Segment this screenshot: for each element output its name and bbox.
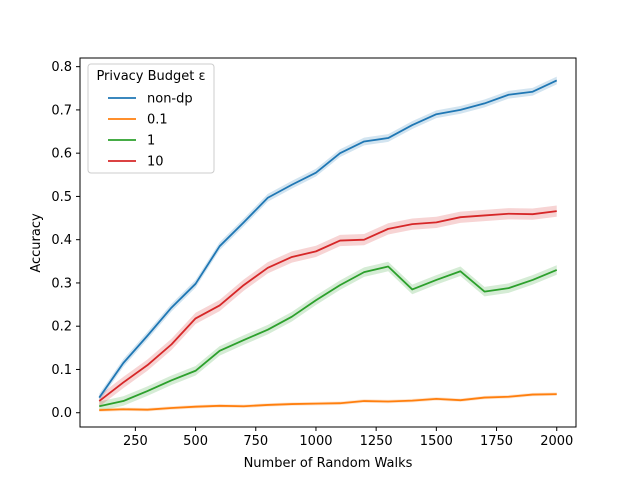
x-tick-label: 1250 bbox=[360, 434, 393, 449]
y-tick-label: 0.3 bbox=[51, 276, 72, 291]
x-tick-label: 1500 bbox=[420, 434, 453, 449]
x-tick-label: 2000 bbox=[540, 434, 573, 449]
plot-frame bbox=[79, 57, 577, 428]
x-tick-label: 500 bbox=[183, 434, 208, 449]
series-line-1 bbox=[99, 265, 558, 408]
x-axis: 250 500 750 1000 1250 1500 1750 2000 bbox=[123, 427, 573, 449]
y-tick-label: 0.8 bbox=[51, 60, 72, 75]
y-tick-label: 0.6 bbox=[51, 147, 72, 162]
x-tick-label: 250 bbox=[123, 434, 148, 449]
y-axis-label: Accuracy bbox=[29, 213, 44, 273]
legend-label-0.1: 0.1 bbox=[147, 113, 168, 128]
y-tick-label: 0.5 bbox=[51, 190, 72, 205]
band-0.1 bbox=[99, 392, 557, 412]
series-line-non-dp bbox=[98, 79, 558, 399]
series-line-0.1 bbox=[99, 393, 557, 412]
legend-box bbox=[87, 63, 215, 174]
series-lines bbox=[98, 79, 558, 412]
y-tick-label: 0.1 bbox=[51, 363, 72, 378]
x-tick-label: 750 bbox=[243, 434, 268, 449]
legend-label-non-dp: non-dp bbox=[147, 92, 193, 107]
legend-label-1: 1 bbox=[147, 134, 155, 149]
y-axis: 0.0 0.1 0.2 0.3 0.4 0.5 0.6 0.7 0.8 bbox=[51, 60, 80, 421]
x-axis-label: Number of Random Walks bbox=[244, 456, 413, 471]
legend-items: non-dp 0.1 1 10 bbox=[108, 92, 193, 170]
band-1 bbox=[99, 261, 557, 411]
x-tick-label: 1000 bbox=[299, 434, 332, 449]
legend-title: Privacy Budget ε bbox=[96, 69, 205, 84]
series-line-10 bbox=[98, 210, 557, 402]
y-tick-label: 0.4 bbox=[51, 233, 72, 248]
y-tick-label: 0.0 bbox=[51, 406, 72, 421]
x-tick-label: 1750 bbox=[480, 434, 513, 449]
band-10 bbox=[99, 205, 557, 407]
legend: Privacy Budget ε non-dp 0.1 1 10 bbox=[87, 63, 215, 174]
legend-label-10: 10 bbox=[147, 155, 164, 170]
y-tick-label: 0.7 bbox=[51, 103, 72, 118]
y-tick-label: 0.2 bbox=[51, 320, 72, 335]
